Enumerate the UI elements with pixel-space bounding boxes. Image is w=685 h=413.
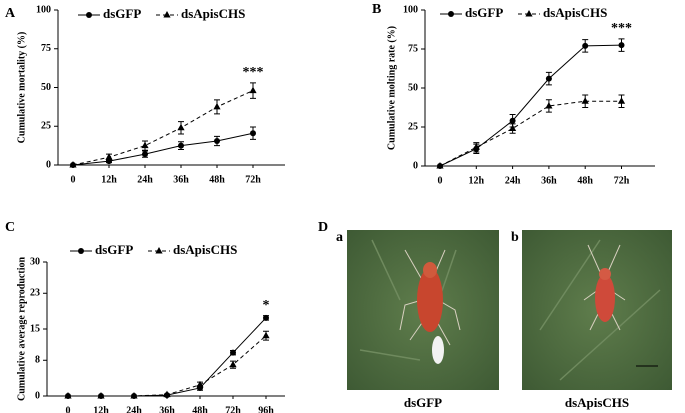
x-tick-label: 24h bbox=[505, 175, 521, 186]
data-point bbox=[509, 117, 516, 124]
data-point bbox=[155, 247, 163, 254]
data-point bbox=[97, 392, 105, 399]
photo-b bbox=[522, 230, 672, 390]
legend-label: dsGFP bbox=[103, 6, 141, 21]
x-tick-label: 12h bbox=[469, 175, 485, 186]
series-line bbox=[439, 100, 622, 167]
y-axis-label: Cumulative molting rate (%) bbox=[386, 26, 397, 150]
x-tick-label: 48h bbox=[192, 405, 208, 413]
legend-label: dsGFP bbox=[465, 5, 503, 20]
x-tick-label: 72h bbox=[225, 405, 241, 413]
data-point bbox=[436, 162, 444, 169]
panel-label: C bbox=[5, 220, 15, 235]
series-line bbox=[72, 90, 254, 166]
data-point bbox=[263, 314, 269, 321]
x-tick-label: 72h bbox=[245, 174, 261, 185]
x-tick-label: 12h bbox=[101, 174, 117, 185]
data-point bbox=[163, 11, 171, 18]
image-label: b bbox=[511, 230, 519, 245]
image-caption: dsGFP bbox=[404, 395, 442, 410]
x-tick-label: 0 bbox=[71, 174, 76, 185]
x-tick-label: 72h bbox=[614, 175, 630, 186]
data-point bbox=[618, 42, 625, 49]
data-point bbox=[581, 97, 589, 104]
annotation: *** bbox=[611, 21, 632, 36]
y-tick-label: 25 bbox=[408, 121, 418, 132]
data-point bbox=[78, 248, 84, 254]
series-line bbox=[72, 132, 254, 166]
data-point bbox=[509, 124, 517, 132]
data-point bbox=[448, 11, 454, 17]
data-point bbox=[214, 137, 220, 144]
annotation: *** bbox=[243, 65, 264, 80]
y-tick-label: 0 bbox=[35, 390, 40, 401]
x-tick-label: 36h bbox=[159, 405, 175, 413]
panel-label: A bbox=[5, 6, 16, 21]
legend-label: dsApisCHS bbox=[173, 242, 237, 257]
data-point bbox=[142, 151, 148, 158]
photo-a bbox=[347, 230, 499, 390]
data-point bbox=[545, 101, 553, 109]
data-point bbox=[262, 331, 270, 339]
series-line bbox=[439, 44, 622, 167]
x-tick-label: 36h bbox=[173, 174, 189, 185]
data-point bbox=[230, 349, 236, 356]
data-point bbox=[178, 142, 184, 149]
y-tick-label: 0 bbox=[413, 160, 418, 171]
y-axis-label: Cumulative average reproduction bbox=[16, 257, 27, 402]
x-tick-label: 48h bbox=[577, 175, 593, 186]
image-label: a bbox=[336, 230, 343, 245]
data-point bbox=[69, 161, 77, 168]
x-tick-label: 0 bbox=[438, 175, 443, 186]
data-point bbox=[249, 86, 257, 94]
image-caption: dsApisCHS bbox=[565, 395, 629, 410]
data-point bbox=[141, 141, 149, 149]
x-tick-label: 36h bbox=[541, 175, 557, 186]
y-tick-label: 50 bbox=[41, 82, 51, 93]
data-point bbox=[213, 102, 221, 110]
y-tick-label: 50 bbox=[408, 82, 418, 93]
x-tick-label: 96h bbox=[258, 405, 274, 413]
data-point bbox=[86, 12, 92, 18]
data-point bbox=[163, 390, 171, 398]
y-tick-label: 23 bbox=[30, 288, 40, 299]
data-point bbox=[105, 153, 113, 160]
legend-label: dsApisCHS bbox=[543, 5, 607, 20]
y-tick-label: 0 bbox=[46, 159, 51, 170]
y-tick-label: 100 bbox=[403, 4, 418, 15]
data-point bbox=[177, 123, 185, 131]
x-tick-label: 12h bbox=[93, 405, 109, 413]
data-point bbox=[196, 380, 204, 388]
data-point bbox=[525, 10, 533, 17]
data-point bbox=[130, 392, 138, 399]
y-axis-label: Cumulative mortality (%) bbox=[16, 32, 27, 144]
y-tick-label: 75 bbox=[41, 43, 51, 54]
data-point bbox=[545, 75, 552, 82]
series-line bbox=[68, 335, 267, 397]
y-tick-label: 100 bbox=[36, 4, 51, 15]
data-point bbox=[472, 143, 480, 150]
data-point bbox=[250, 130, 256, 137]
x-tick-label: 24h bbox=[137, 174, 153, 185]
y-tick-label: 15 bbox=[30, 323, 40, 334]
x-tick-label: 24h bbox=[126, 405, 142, 413]
annotation: * bbox=[263, 298, 270, 313]
y-tick-label: 30 bbox=[30, 256, 40, 267]
panel-label: D bbox=[318, 220, 328, 235]
data-point bbox=[617, 97, 626, 104]
y-tick-label: 8 bbox=[35, 355, 40, 366]
data-point bbox=[229, 360, 237, 368]
y-tick-label: 25 bbox=[41, 121, 51, 132]
legend-label: dsGFP bbox=[95, 242, 133, 257]
data-point bbox=[582, 42, 589, 49]
x-tick-label: 48h bbox=[209, 174, 225, 185]
series-line bbox=[68, 317, 267, 397]
legend-label: dsApisCHS bbox=[181, 6, 245, 21]
panel-label: B bbox=[372, 2, 381, 17]
y-tick-label: 75 bbox=[408, 43, 418, 54]
data-point bbox=[64, 392, 72, 399]
x-tick-label: 0 bbox=[66, 405, 71, 413]
